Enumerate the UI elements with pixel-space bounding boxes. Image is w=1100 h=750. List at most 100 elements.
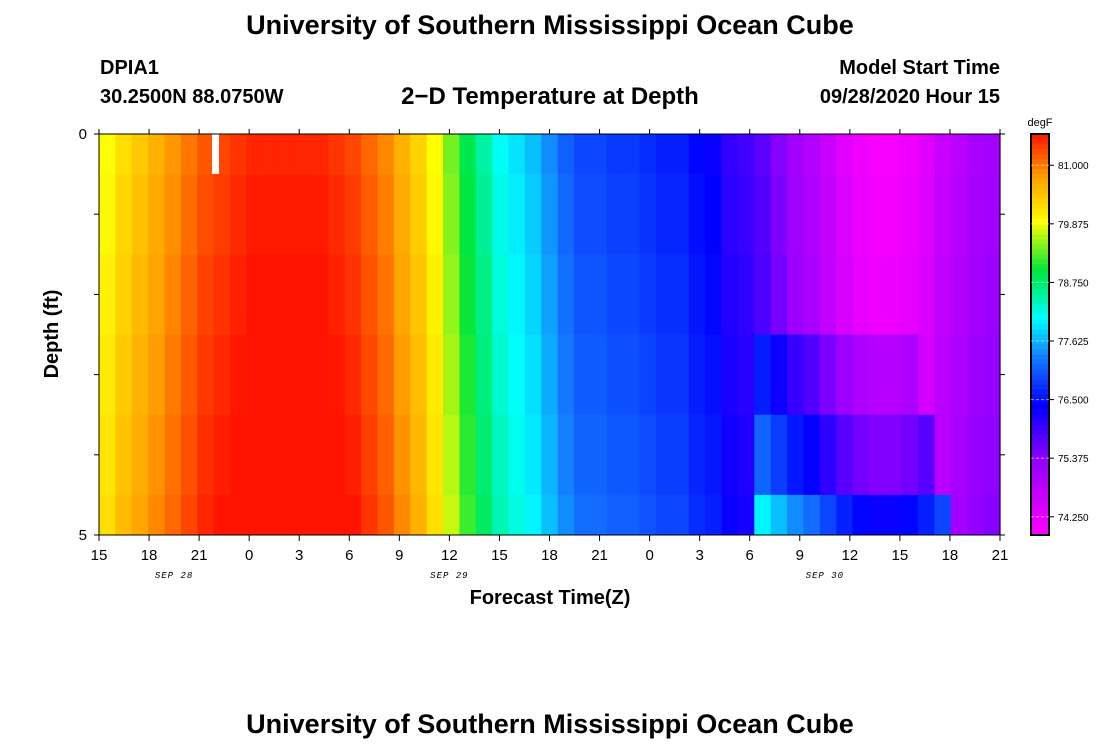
heatmap-cell bbox=[836, 134, 854, 175]
heatmap-cell bbox=[180, 254, 198, 335]
colorbar-swatch bbox=[1031, 414, 1049, 421]
heatmap-cell bbox=[180, 494, 198, 536]
heatmap-cell bbox=[197, 174, 215, 255]
heatmap-cell bbox=[557, 134, 575, 175]
colorbar-tick-label: 81.000 bbox=[1058, 161, 1089, 172]
colorbar-swatch bbox=[1031, 174, 1049, 180]
heatmap-cell bbox=[393, 254, 411, 335]
heatmap-cell bbox=[639, 494, 657, 536]
heatmap-cell bbox=[426, 134, 444, 175]
heatmap-cell bbox=[295, 494, 313, 536]
colorbar-swatch bbox=[1031, 514, 1049, 521]
heatmap-cell bbox=[590, 134, 608, 175]
heatmap-cell bbox=[361, 254, 379, 335]
heatmap-cell bbox=[918, 494, 936, 536]
heatmap-cell bbox=[934, 494, 952, 536]
heatmap-cell bbox=[803, 134, 821, 175]
model-start-value: 09/28/2020 Hour 15 bbox=[819, 86, 1000, 108]
heatmap-cell bbox=[377, 494, 395, 536]
heatmap-cell bbox=[230, 334, 248, 415]
heatmap-cell bbox=[230, 134, 248, 175]
colorbar-frame bbox=[1030, 133, 1050, 536]
heatmap-cell bbox=[115, 134, 133, 175]
colorbar-swatch bbox=[1031, 434, 1049, 441]
heatmap-cell bbox=[279, 254, 297, 335]
heatmap-cell bbox=[688, 414, 706, 496]
heatmap-cell bbox=[885, 334, 903, 415]
heatmap-cell bbox=[803, 494, 821, 536]
heatmap-cell bbox=[901, 254, 919, 335]
colorbar-swatch bbox=[1031, 444, 1049, 451]
heatmap-cell bbox=[983, 134, 1001, 175]
heatmap-cell bbox=[606, 414, 624, 496]
heatmap-cell bbox=[574, 134, 592, 175]
heatmap-cell bbox=[197, 134, 215, 175]
colorbar-swatch bbox=[1031, 314, 1049, 321]
heatmap-cell bbox=[410, 494, 428, 536]
colorbar-swatch bbox=[1031, 279, 1049, 285]
heatmap-cell bbox=[737, 334, 755, 415]
heatmap-cell bbox=[344, 334, 362, 415]
colorbar-swatch bbox=[1031, 439, 1049, 446]
heatmap-cell bbox=[950, 494, 968, 536]
heatmap-cell bbox=[574, 254, 592, 335]
heatmap-cell bbox=[443, 254, 460, 335]
heatmap-cell bbox=[377, 414, 395, 496]
heatmap-cell bbox=[705, 134, 723, 175]
heatmap-cell bbox=[475, 254, 493, 335]
heatmap-cell bbox=[901, 334, 919, 415]
colorbar-swatch bbox=[1031, 214, 1049, 220]
colorbar-swatch bbox=[1031, 354, 1049, 361]
y-axis: 05 bbox=[79, 126, 1005, 544]
heatmap-cell bbox=[295, 414, 313, 496]
heatmap-cell bbox=[983, 494, 1001, 536]
heatmap-cell bbox=[148, 174, 166, 255]
heatmap-cell bbox=[688, 174, 706, 255]
heatmap-cell bbox=[475, 414, 493, 496]
heatmap-cell bbox=[508, 134, 526, 175]
heatmap-cell bbox=[164, 134, 182, 175]
x-tick-label: 0 bbox=[645, 547, 653, 564]
colorbar-swatch bbox=[1031, 169, 1049, 175]
heatmap-cell bbox=[623, 174, 641, 255]
heatmap-cell bbox=[754, 494, 772, 536]
y-axis-label: Depth (ft) bbox=[41, 290, 63, 379]
heatmap-cell bbox=[164, 334, 182, 415]
heatmap-cell bbox=[492, 254, 510, 335]
x-tick-label: 12 bbox=[841, 547, 858, 564]
heatmap-cell bbox=[246, 414, 264, 496]
heatmap-cell bbox=[885, 134, 903, 175]
heatmap-cell bbox=[410, 254, 428, 335]
heatmap-cell bbox=[918, 414, 936, 496]
heatmap-cell bbox=[524, 174, 542, 255]
heatmap-cell bbox=[705, 254, 723, 335]
x-tick-label: 0 bbox=[245, 547, 253, 564]
footer-title: University of Southern Mississippi Ocean… bbox=[246, 709, 854, 739]
heatmap-cell bbox=[557, 494, 575, 536]
heatmap-cell bbox=[180, 174, 198, 255]
heatmap-cell bbox=[590, 174, 608, 255]
heatmap-cell bbox=[230, 174, 248, 255]
heatmap-cell bbox=[868, 414, 886, 496]
colorbar-swatch bbox=[1031, 329, 1049, 336]
heatmap-cell bbox=[213, 174, 231, 255]
heatmap-cell bbox=[459, 174, 477, 255]
colorbar-swatch bbox=[1031, 524, 1049, 531]
colorbar-swatch bbox=[1031, 419, 1049, 426]
colorbar-swatch bbox=[1031, 244, 1049, 250]
heatmap-cell bbox=[721, 174, 739, 255]
colorbar-swatch bbox=[1031, 404, 1049, 411]
heatmap-cell bbox=[213, 494, 231, 536]
heatmap-cell bbox=[688, 134, 706, 175]
heatmap-cell bbox=[459, 254, 477, 335]
x-tick-label: 15 bbox=[491, 547, 508, 564]
heatmap-cell bbox=[836, 334, 854, 415]
heatmap-cell bbox=[721, 134, 739, 175]
heatmap-cell bbox=[328, 134, 346, 175]
heatmap-cell bbox=[328, 254, 346, 335]
heatmap-cell bbox=[361, 334, 379, 415]
heatmap-cell bbox=[574, 414, 592, 496]
heatmap-cell bbox=[590, 494, 608, 536]
heatmap-cell bbox=[344, 414, 362, 496]
heatmap-cell bbox=[737, 494, 755, 536]
